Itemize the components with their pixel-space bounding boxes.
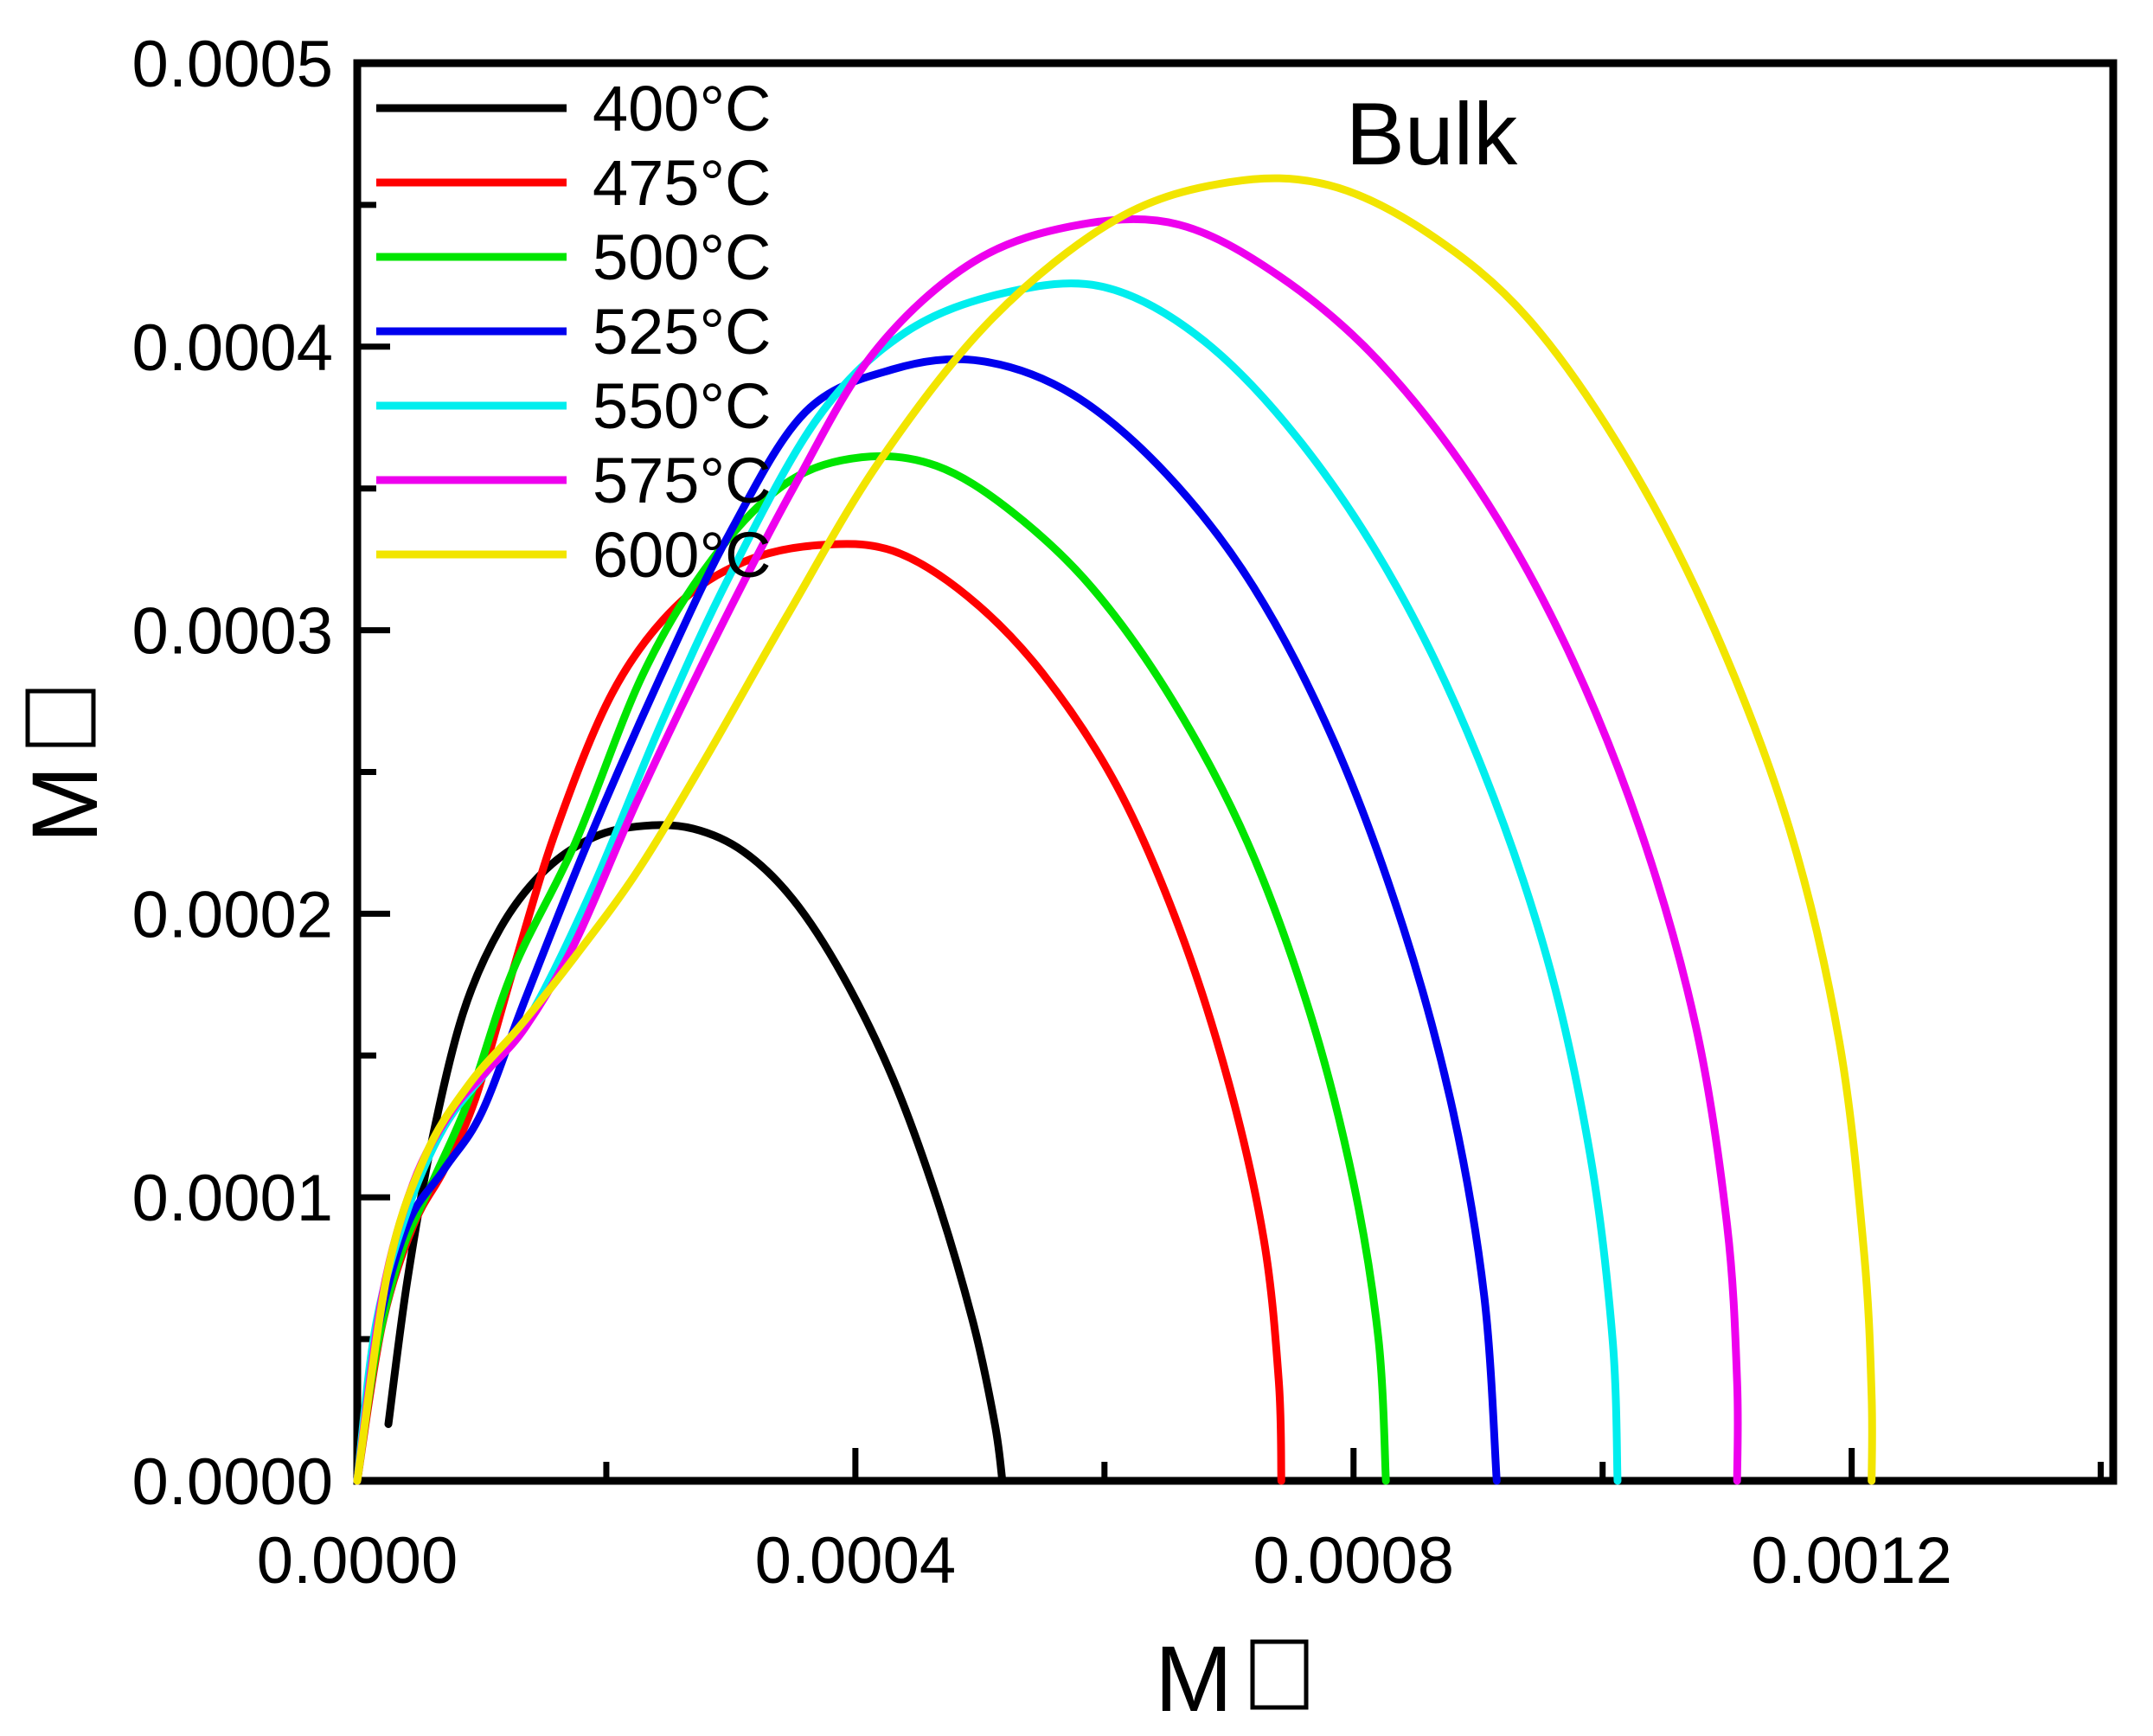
x-axis-label: M [1155,1626,1309,1731]
y-axis-label: M [12,689,117,843]
y-tick-label: 0.0005 [132,28,333,101]
curve-400c [384,821,1007,1485]
y-tick-label: 0.0000 [132,1445,333,1519]
x-tick-label: 0.0004 [755,1524,956,1598]
missing-glyph-box-icon [25,689,96,747]
legend-item-500c: 500°C [376,221,772,293]
curve-525c [353,355,1501,1485]
x-tick-label: 0.0012 [1751,1524,1951,1598]
data-curves [353,174,1876,1485]
y-tick-label: 0.0002 [132,878,333,951]
legend-label: 600°C [593,519,772,591]
y-axis-ticks: 0.0000 0.0001 0.0002 0.0003 0.0004 0.0005 [132,28,390,1519]
missing-glyph-box-icon [1250,1639,1309,1710]
legend-item-400c: 400°C [376,73,772,144]
y-axis-label-text: M [12,766,117,843]
y-tick-label: 0.0001 [132,1162,333,1235]
x-tick-label: 0.0008 [1253,1524,1454,1598]
legend-item-475c: 475°C [376,147,772,219]
y-tick-label: 0.0004 [132,311,333,385]
curve-550c [353,279,1622,1485]
legend-label: 400°C [593,73,772,144]
curve-500c [353,452,1390,1485]
x-axis-ticks: 0.0000 0.0004 0.0008 0.0012 [257,1448,2105,1598]
curve-575c [353,215,1742,1485]
legend-item-525c: 525°C [376,296,772,368]
legend-label: 575°C [593,445,772,516]
legend-label: 500°C [593,221,772,293]
curve-475c [353,540,1285,1485]
chart-title: Bulk [1346,85,1518,183]
legend-label: 475°C [593,147,772,219]
legend-item-550c: 550°C [376,370,772,442]
legend-item-575c: 575°C [376,445,772,516]
legend-label: 550°C [593,370,772,442]
x-axis-label-text: M [1155,1626,1233,1731]
x-tick-label: 0.0000 [257,1524,458,1598]
legend-label: 525°C [593,296,772,368]
legend-item-600c: 600°C [376,519,772,591]
y-tick-label: 0.0003 [132,595,333,669]
curve-600c [353,174,1876,1485]
